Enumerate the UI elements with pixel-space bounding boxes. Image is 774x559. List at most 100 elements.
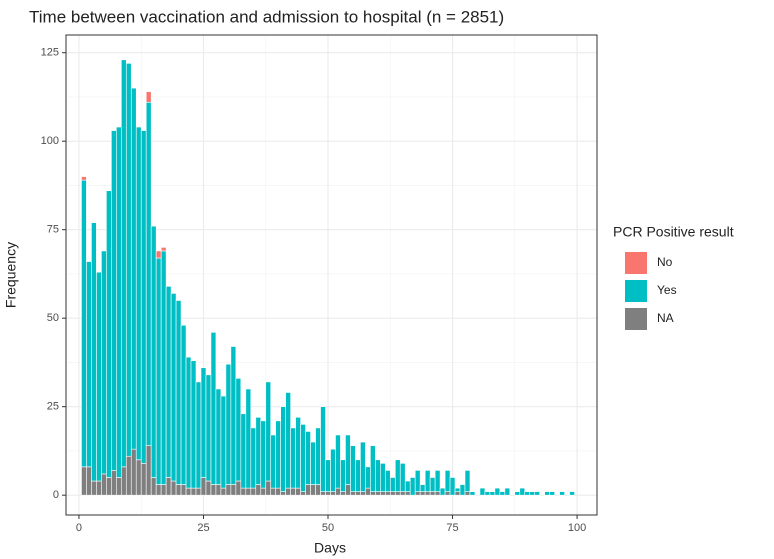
bar-segment — [155, 257, 162, 485]
bar-segment — [325, 459, 331, 492]
legend-label: Yes — [657, 283, 677, 297]
bar-segment — [454, 491, 461, 496]
bar-segment — [424, 491, 431, 496]
legend-label: NA — [657, 311, 674, 325]
bar-segment — [210, 484, 217, 496]
bar-segment — [305, 484, 311, 496]
y-tick-label: 0 — [53, 489, 59, 501]
bar-segment — [125, 63, 132, 457]
bar-segment — [404, 491, 411, 496]
bar-segment — [380, 491, 386, 496]
bar-segment — [394, 459, 401, 492]
bar-segment — [524, 491, 531, 496]
bar-segment — [380, 463, 386, 492]
bar-segment — [225, 484, 232, 496]
legend-key — [625, 252, 647, 274]
bar-segment — [170, 480, 177, 496]
bar-segment — [464, 470, 471, 492]
bar-segment — [315, 427, 321, 485]
bar-segment — [389, 477, 396, 492]
bar-segment — [325, 491, 331, 496]
bar-segment — [240, 487, 247, 496]
legend-title: PCR Positive result — [613, 224, 734, 240]
y-tick-label: 50 — [47, 312, 59, 324]
bar-segment — [275, 487, 281, 496]
bar-segment — [285, 392, 291, 489]
bar-segment — [335, 434, 341, 489]
bar-segment — [96, 271, 102, 482]
bar-segment — [315, 484, 321, 496]
bar-segment — [290, 427, 296, 489]
x-tick-label: 50 — [322, 522, 334, 534]
bar-segment — [340, 491, 346, 496]
bar-segment — [145, 445, 152, 496]
bar-segment — [399, 463, 406, 492]
bar-segment — [101, 250, 107, 475]
bar-segment — [160, 247, 167, 252]
bar-segment — [419, 491, 426, 496]
bar-segment — [200, 367, 207, 478]
bar-segment — [280, 406, 286, 492]
panel-border — [65, 34, 598, 516]
bar-segment — [160, 250, 167, 485]
bar-segment — [170, 293, 177, 482]
bar-segment — [270, 434, 277, 489]
bar-segment — [245, 487, 252, 496]
bar-segment — [205, 480, 212, 496]
bar-segment — [320, 406, 326, 492]
bar-segment — [130, 448, 137, 496]
bar-segment — [215, 388, 222, 485]
bar-segment — [275, 420, 281, 489]
bar-segment — [290, 487, 296, 496]
bar-segment — [230, 484, 237, 496]
bar-segment — [305, 431, 311, 485]
bar-segment — [96, 480, 102, 496]
bar-segment — [409, 477, 416, 496]
bar-segment — [355, 491, 361, 496]
x-axis-label: Days — [314, 540, 346, 556]
bar-segment — [120, 466, 127, 496]
bar-segment — [300, 491, 306, 496]
bar-segment — [439, 487, 446, 496]
bar-segment — [81, 466, 87, 496]
bar-segment — [215, 484, 222, 496]
bar-segment — [499, 491, 506, 496]
bar-segment — [375, 491, 381, 496]
bar-segment — [404, 480, 411, 492]
bar-segment — [205, 374, 212, 482]
bar-segment — [370, 445, 376, 492]
bar-segment — [469, 491, 476, 496]
bar-segment — [150, 225, 157, 478]
bar-segment — [320, 491, 326, 496]
bar-segment — [155, 484, 162, 496]
bar-segment — [360, 441, 366, 492]
x-tick-label: 25 — [197, 522, 209, 534]
bar-segment — [81, 179, 87, 468]
bar-segment — [479, 487, 486, 496]
bar-segment — [190, 487, 197, 496]
bar-segment — [195, 487, 202, 496]
bar-segment — [310, 441, 316, 485]
bar-segment — [91, 480, 97, 496]
bar-segment — [335, 487, 341, 496]
bar-segment — [165, 286, 172, 478]
bar-segment — [240, 413, 247, 489]
bar-segment — [310, 484, 316, 496]
x-tick-label: 100 — [568, 522, 586, 534]
bar-segment — [130, 87, 137, 450]
legend-label: No — [657, 255, 673, 269]
bar-segment — [220, 395, 227, 489]
bar-segment — [529, 491, 536, 496]
bar-segment — [484, 491, 491, 496]
y-tick-label: 75 — [47, 224, 59, 236]
bar-segment — [449, 477, 456, 496]
bar-segment — [454, 487, 461, 492]
bar-segment — [255, 484, 262, 496]
bar-segment — [245, 388, 252, 489]
bar-segment — [459, 484, 466, 496]
bar-segment — [384, 470, 391, 492]
bar-segment — [101, 473, 107, 496]
bar-segment — [444, 491, 451, 496]
bar-segment — [365, 487, 371, 496]
y-tick-label: 25 — [47, 401, 59, 413]
